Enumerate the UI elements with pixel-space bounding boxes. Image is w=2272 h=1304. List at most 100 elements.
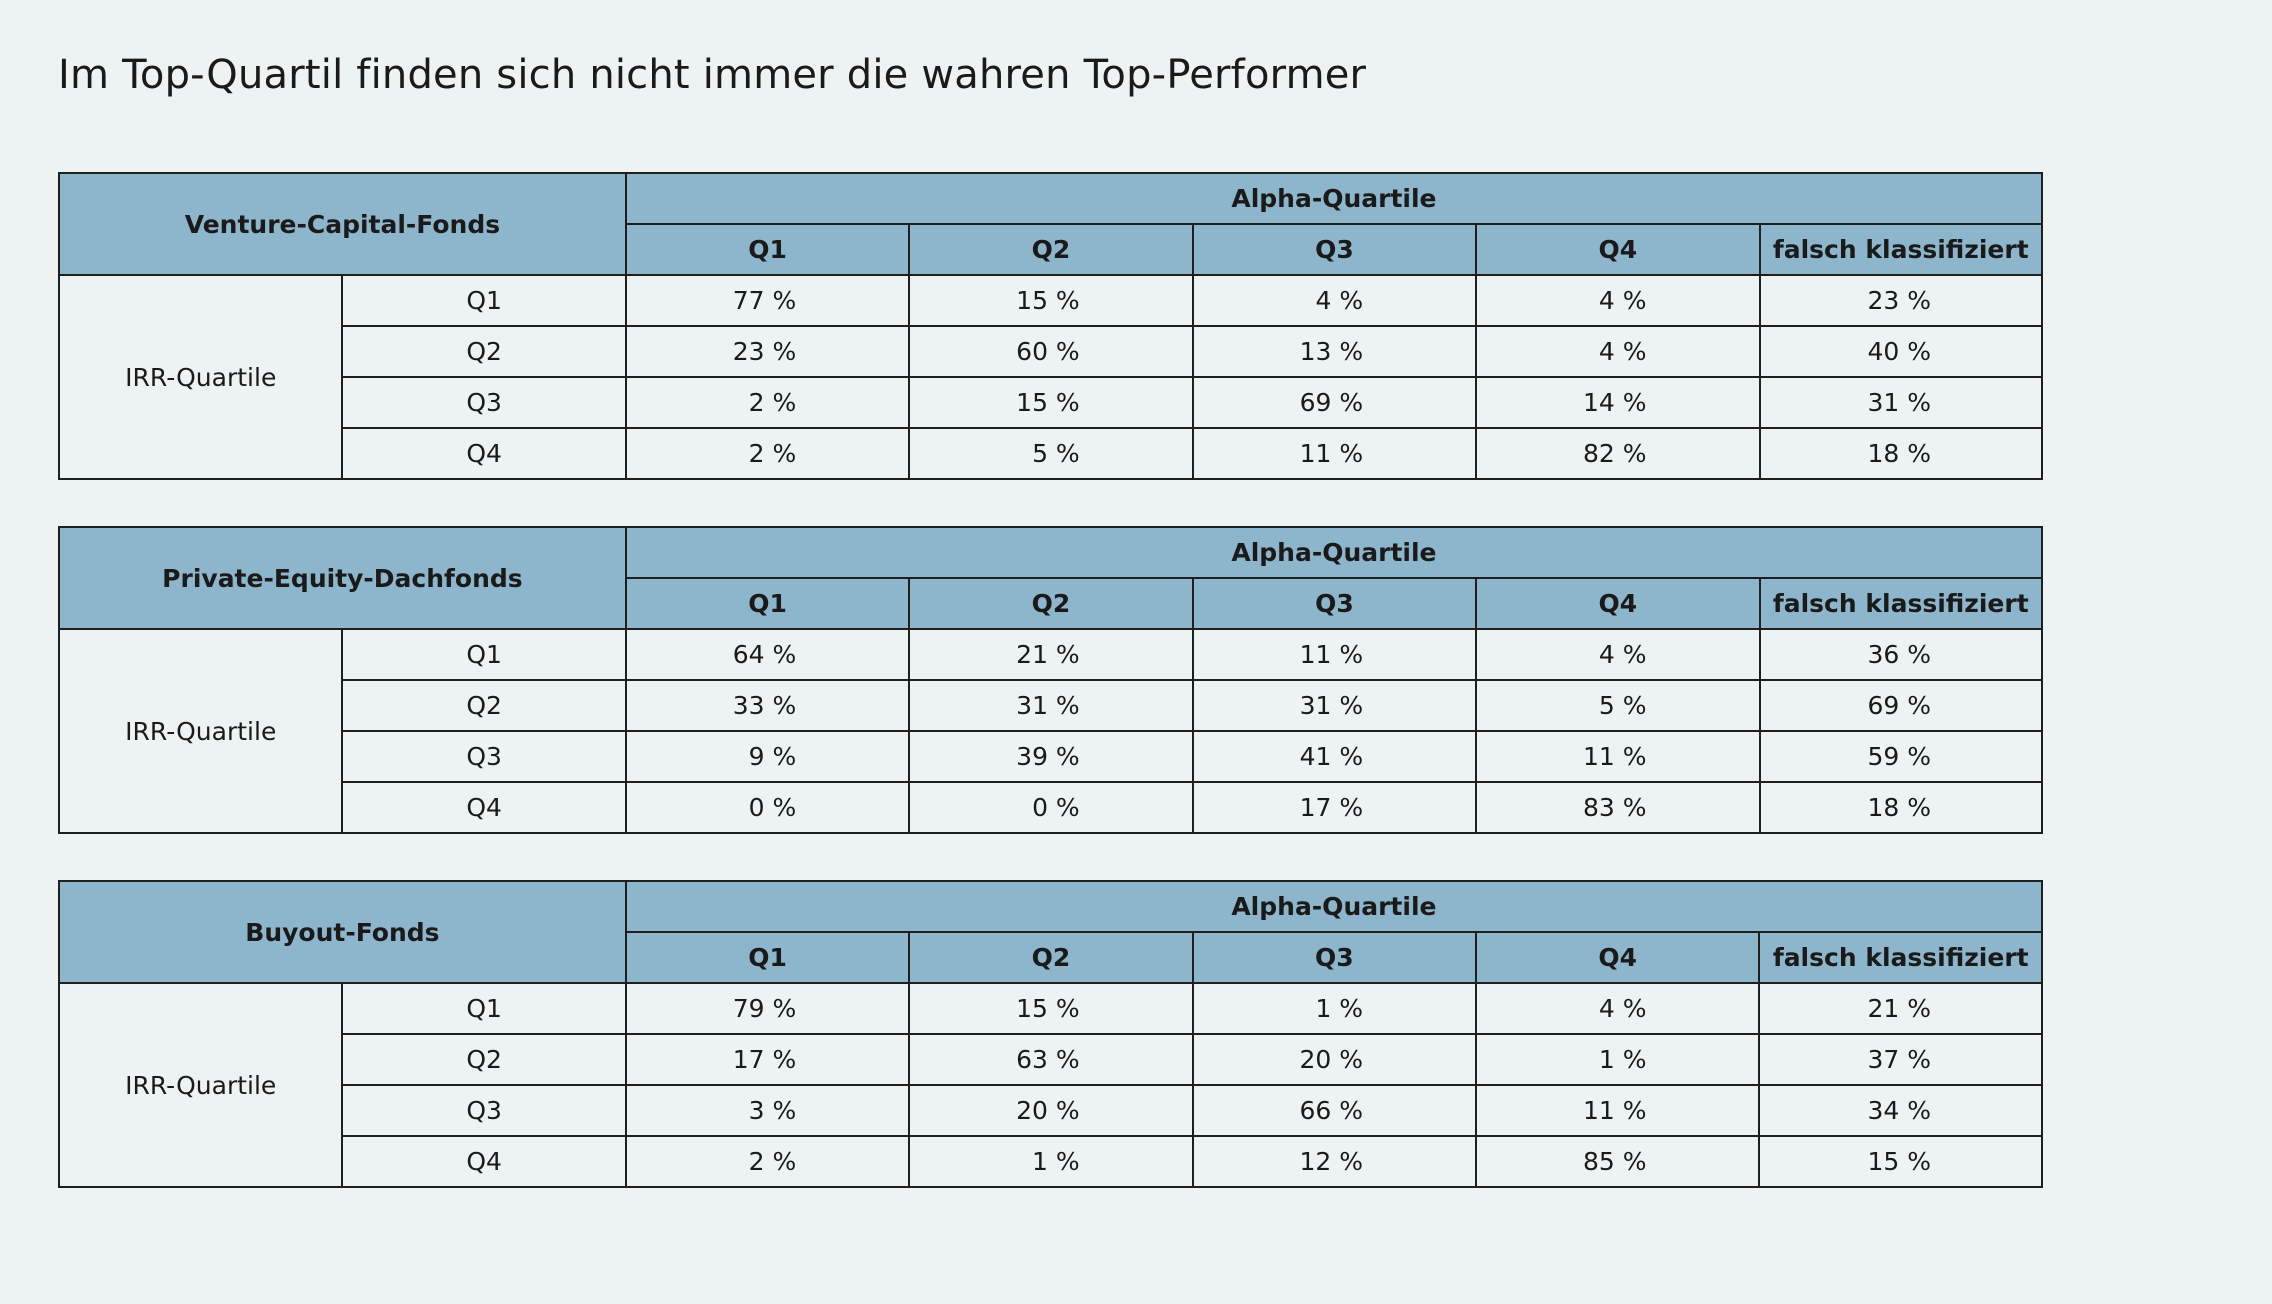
column-header: Q3 <box>1191 223 1478 276</box>
row-label: Q4 <box>341 427 627 480</box>
table-cell: 11 % <box>1191 427 1478 480</box>
row-label: Q2 <box>341 325 627 378</box>
table-cell: 1 % <box>908 1135 1194 1188</box>
table-cell: 3 % <box>624 1084 911 1137</box>
table-cell: 39 % <box>908 730 1194 783</box>
table-row: Q2 33 % 31 % 31 % 5 % 69 % <box>59 679 2044 732</box>
column-header: Q4 <box>1475 577 1761 630</box>
table-cell: 1 % <box>1191 982 1478 1035</box>
table-cell: 11 % <box>1475 1084 1761 1137</box>
table-cell: 9 % <box>624 730 911 783</box>
alpha-quartile-header: Alpha-Quartile <box>624 880 2044 933</box>
row-label: Q2 <box>341 679 627 732</box>
table-fund-name: Venture-Capital-Fonds <box>58 172 627 276</box>
table-cell: 33 % <box>624 679 911 732</box>
row-label: Q3 <box>341 730 627 783</box>
table-cell: 23 % <box>624 325 911 378</box>
row-label: Q1 <box>341 274 627 327</box>
irr-quartile-label: IRR-Quartile <box>57 982 344 1188</box>
table-cell: 2 % <box>624 427 911 480</box>
table-cell: 69 % <box>1191 376 1478 429</box>
alpha-quartile-header: Alpha-Quartile <box>624 172 2044 225</box>
table-cell: 4 % <box>1191 274 1478 327</box>
column-header: Q2 <box>908 223 1194 276</box>
row-label: Q4 <box>341 1135 627 1188</box>
table-cell: 20 % <box>1191 1033 1478 1086</box>
buyout-table: Buyout-Fonds Alpha-Quartile Q1 Q2 Q3 Q4 … <box>57 880 2044 1188</box>
table-cell: 31 % <box>1191 679 1478 732</box>
table-cell: 23 % <box>1758 274 2044 327</box>
irr-quartile-label: IRR-Quartile <box>57 628 344 834</box>
private-equity-table: Private-Equity-Dachfonds Alpha-Quartile … <box>57 526 2044 834</box>
table-row: Q2 17 % 63 % 20 % 1 % 37 % <box>59 1033 2043 1086</box>
table-cell: 4 % <box>1475 325 1761 378</box>
column-header: Q4 <box>1475 223 1761 276</box>
column-header: Q2 <box>908 931 1194 984</box>
column-header: Q4 <box>1475 931 1761 984</box>
venture-capital-table: Venture-Capital-Fonds Alpha-Quartile Q1 … <box>57 172 2044 480</box>
table-cell: 66 % <box>1191 1084 1478 1137</box>
table-cell: 5 % <box>1475 679 1761 732</box>
column-header: Q1 <box>624 577 911 630</box>
row-label: Q3 <box>341 1084 627 1137</box>
table-cell: 69 % <box>1758 679 2044 732</box>
table-cell: 79 % <box>624 982 911 1035</box>
column-header: Q3 <box>1191 577 1478 630</box>
table-row: Q4 0 % 0 % 17 % 83 % 18 % <box>59 781 2044 834</box>
table-row: Q3 3 % 20 % 66 % 11 % 34 % <box>59 1084 2043 1137</box>
table-cell: 64 % <box>624 628 911 681</box>
table-cell: 77 % <box>624 274 911 327</box>
table-cell: 17 % <box>624 1033 911 1086</box>
alpha-quartile-header: Alpha-Quartile <box>624 526 2044 579</box>
table-cell: 83 % <box>1475 781 1761 834</box>
row-label: Q4 <box>341 781 627 834</box>
row-label: Q1 <box>341 628 627 681</box>
table-cell: 60 % <box>908 325 1194 378</box>
column-header: falsch klassifiziert <box>1758 931 2043 984</box>
row-label: Q3 <box>341 376 627 429</box>
column-header: Q3 <box>1191 931 1478 984</box>
table-cell: 20 % <box>908 1084 1194 1137</box>
table-cell: 21 % <box>908 628 1194 681</box>
table-cell: 31 % <box>1758 376 2044 429</box>
table-fund-name: Private-Equity-Dachfonds <box>58 526 627 630</box>
table-row: Q3 2 % 15 % 69 % 14 % 31 % <box>59 376 2044 429</box>
column-header: Q1 <box>624 223 911 276</box>
page-title: Im Top-Quartil finden sich nicht immer d… <box>58 52 1367 98</box>
table-cell: 4 % <box>1475 274 1761 327</box>
table-cell: 34 % <box>1758 1084 2043 1137</box>
table-cell: 2 % <box>624 1135 911 1188</box>
column-header: Q1 <box>624 931 911 984</box>
table-cell: 59 % <box>1758 730 2044 783</box>
table-cell: 18 % <box>1758 781 2044 834</box>
table-cell: 15 % <box>908 376 1194 429</box>
irr-quartile-label: IRR-Quartile <box>57 274 344 480</box>
table-cell: 4 % <box>1475 982 1761 1035</box>
table-cell: 63 % <box>908 1033 1194 1086</box>
table-cell: 4 % <box>1475 628 1761 681</box>
row-label: Q1 <box>341 982 627 1035</box>
table-cell: 12 % <box>1191 1135 1478 1188</box>
table-cell: 41 % <box>1191 730 1478 783</box>
table-row: Q2 23 % 60 % 13 % 4 % 40 % <box>59 325 2044 378</box>
column-header: Q2 <box>908 577 1194 630</box>
column-header: falsch klassifiziert <box>1758 223 2044 276</box>
table-row: IRR-Quartile Q1 64 % 21 % 11 % 4 % 36 % <box>57 628 2044 834</box>
table-row: IRR-Quartile Q1 79 % 15 % 1 % 4 % 21 % <box>57 982 2043 1188</box>
table-cell: 21 % <box>1758 982 2043 1035</box>
table-cell: 0 % <box>908 781 1194 834</box>
row-label: Q2 <box>341 1033 627 1086</box>
table-cell: 0 % <box>624 781 911 834</box>
table-cell: 11 % <box>1191 628 1478 681</box>
table-cell: 82 % <box>1475 427 1761 480</box>
table-cell: 31 % <box>908 679 1194 732</box>
table-row: Q3 9 % 39 % 41 % 11 % 59 % <box>59 730 2044 783</box>
table-cell: 15 % <box>1758 1135 2043 1188</box>
table-row: IRR-Quartile Q1 77 % 15 % 4 % 4 % 23 % <box>57 274 2044 480</box>
table-cell: 2 % <box>624 376 911 429</box>
table-cell: 13 % <box>1191 325 1478 378</box>
table-cell: 85 % <box>1475 1135 1761 1188</box>
table-row: Q4 2 % 5 % 11 % 82 % 18 % <box>59 427 2044 480</box>
table-cell: 40 % <box>1758 325 2044 378</box>
table-cell: 15 % <box>908 274 1194 327</box>
